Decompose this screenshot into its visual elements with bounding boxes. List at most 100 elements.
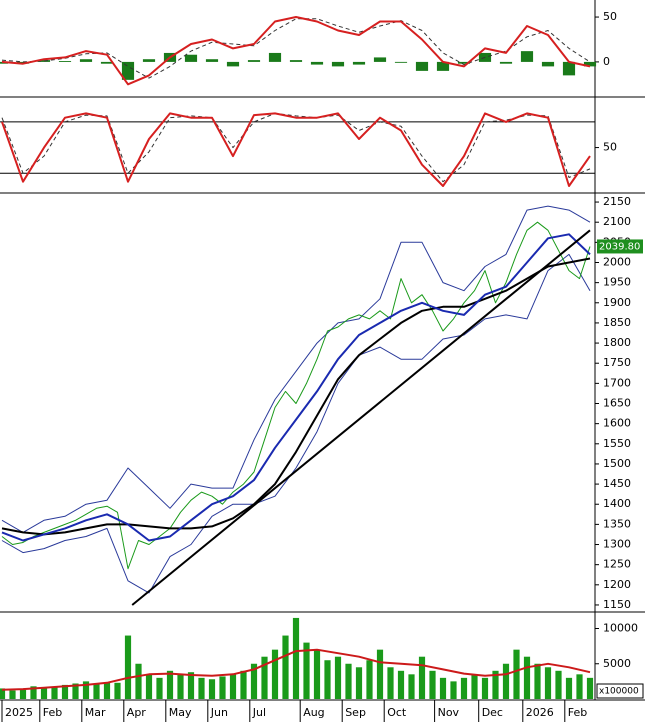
- y-tick-label: 1800: [603, 336, 631, 349]
- bar: [226, 61, 240, 67]
- bar: [124, 635, 132, 699]
- x-tick-label: Jun: [210, 706, 228, 719]
- bar: [282, 635, 289, 699]
- y-tick-label: 1400: [603, 497, 631, 510]
- y-tick-label: 1300: [603, 538, 631, 551]
- bar: [93, 684, 100, 699]
- series-line: [1, 257, 591, 536]
- bar: [345, 663, 352, 699]
- series-line: [1, 648, 591, 691]
- bar: [408, 674, 415, 699]
- bar: [72, 683, 79, 699]
- bar: [352, 61, 366, 65]
- bar: [418, 656, 426, 699]
- bar: [205, 59, 219, 62]
- bar: [40, 687, 48, 699]
- bar: [565, 677, 573, 699]
- y-tick-label: 10000: [603, 622, 638, 635]
- x-tick-label: Nov: [438, 706, 460, 719]
- y-tick-label: 1550: [603, 437, 631, 450]
- bar: [145, 674, 153, 699]
- series-line: [1, 253, 591, 594]
- bar: [219, 676, 226, 699]
- series-line: [1, 205, 591, 533]
- bar: [376, 649, 384, 699]
- y-tick-label: 1200: [603, 578, 631, 591]
- x-tick-label: Mar: [85, 706, 106, 719]
- bar: [583, 61, 597, 67]
- bar: [289, 60, 303, 62]
- x-tick-label: 2025: [5, 706, 33, 719]
- x-tick-label: Oct: [387, 706, 407, 719]
- bar: [82, 681, 90, 699]
- y-tick-label: 1500: [603, 457, 631, 470]
- bar: [261, 656, 268, 699]
- bar: [450, 681, 457, 699]
- bar: [415, 61, 429, 71]
- bar: [61, 684, 69, 699]
- bar: [373, 57, 387, 62]
- bar: [534, 663, 541, 699]
- bar: [397, 670, 405, 699]
- bar: [142, 59, 156, 62]
- y-tick-label: 50: [603, 141, 617, 154]
- y-tick-label: 1450: [603, 477, 631, 490]
- bar: [247, 60, 261, 62]
- bar: [324, 660, 331, 699]
- bar: [121, 61, 135, 80]
- bar: [313, 649, 321, 699]
- bar: [19, 689, 27, 699]
- y-tick-label: 2150: [603, 195, 631, 208]
- y-tick-label: 1150: [603, 598, 631, 611]
- bar: [355, 667, 363, 699]
- x-tick-label: Feb: [43, 706, 62, 719]
- y-tick-label: 1850: [603, 316, 631, 329]
- y-tick-label: 1700: [603, 376, 631, 389]
- bar: [334, 656, 342, 699]
- series-line: [1, 233, 591, 542]
- bar: [51, 687, 58, 699]
- bar: [520, 51, 534, 62]
- bar: [499, 61, 513, 64]
- bar: [166, 670, 174, 699]
- bar: [460, 677, 468, 699]
- y-tick-label: 1250: [603, 558, 631, 571]
- bar: [586, 677, 594, 699]
- unit-box: [596, 683, 644, 699]
- y-tick-label: 1600: [603, 417, 631, 430]
- last-price-box: [597, 239, 643, 254]
- bar: [268, 52, 282, 62]
- y-tick-label: 5000: [603, 657, 631, 670]
- bar: [544, 667, 552, 699]
- y-tick-label: 50: [603, 10, 617, 23]
- bar: [240, 670, 247, 699]
- bar: [471, 674, 478, 699]
- y-tick-label: 1900: [603, 296, 631, 309]
- x-tick-label: 2026: [526, 706, 554, 719]
- bar: [492, 670, 499, 699]
- bar: [292, 617, 300, 699]
- bar: [229, 674, 237, 699]
- bar: [9, 690, 16, 699]
- bar: [310, 61, 324, 65]
- y-tick-label: 2100: [603, 215, 631, 228]
- bar: [79, 59, 93, 62]
- bar: [271, 649, 279, 699]
- series-line: [1, 16, 591, 86]
- bar: [0, 688, 6, 699]
- bar: [100, 61, 114, 64]
- x-tick-label: Feb: [568, 706, 587, 719]
- bar: [58, 61, 72, 62]
- bar: [114, 682, 121, 699]
- bar: [387, 667, 394, 699]
- bar: [184, 54, 198, 62]
- bar: [103, 682, 111, 699]
- bar: [156, 677, 163, 699]
- y-tick-label: 1950: [603, 276, 631, 289]
- bar: [562, 61, 576, 76]
- bar: [366, 660, 373, 699]
- bar: [187, 672, 195, 699]
- bar: [198, 677, 205, 699]
